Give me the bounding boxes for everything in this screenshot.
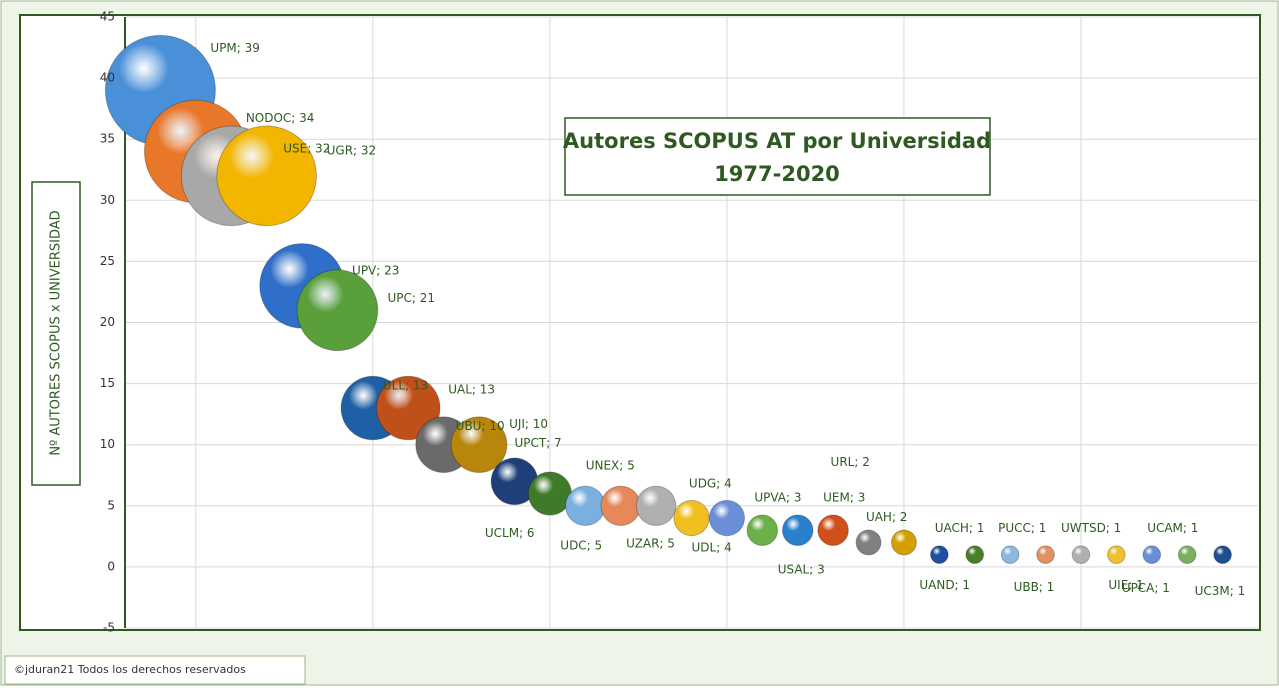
bubble <box>855 529 882 556</box>
y-tick-label: 20 <box>100 315 115 329</box>
bubble <box>1036 545 1055 564</box>
data-label: UGR; 32 <box>327 143 377 157</box>
bubble <box>673 499 710 537</box>
y-tick-label: -5 <box>103 621 115 635</box>
y-axis-label: Nº AUTORES SCOPUS x UNIVERSIDAD <box>49 210 64 455</box>
data-label: UAL; 13 <box>448 383 495 397</box>
data-label: UACH; 1 <box>935 521 985 535</box>
y-tick-label: 35 <box>100 132 115 146</box>
y-tick-label: 45 <box>100 10 115 24</box>
chart-title: Autores SCOPUS AT por Universidad <box>563 129 991 153</box>
title-box <box>564 117 991 196</box>
bubble <box>600 485 641 526</box>
data-label: UPV; 23 <box>352 263 399 277</box>
bubble <box>565 485 606 526</box>
bubble <box>930 545 949 564</box>
bubble <box>817 514 849 546</box>
data-label: USAL; 3 <box>778 563 825 577</box>
data-label: UEM; 3 <box>823 491 865 505</box>
data-label: UC3M; 1 <box>1195 584 1246 598</box>
data-label: UBU; 10 <box>456 419 505 433</box>
data-label: ULL; 13 <box>383 379 428 393</box>
y-tick-label: 10 <box>100 437 115 451</box>
bubble <box>708 499 746 537</box>
y-label-box <box>31 181 81 486</box>
chart-subtitle: 1977-2020 <box>714 162 840 186</box>
data-label: UCAM; 1 <box>1147 521 1198 535</box>
data-label: UPM; 39 <box>210 41 260 55</box>
data-label: UBB; 1 <box>1014 580 1055 594</box>
data-label: UAND; 1 <box>919 578 970 592</box>
bubble <box>965 545 985 564</box>
data-label: UPCT; 7 <box>514 436 561 450</box>
bubble <box>1177 545 1197 564</box>
copyright: ©jduran21 Todos los derechos reservados <box>14 663 246 676</box>
data-label: USE; 32 <box>283 141 330 155</box>
y-tick-label: 5 <box>107 498 115 512</box>
data-label: PUCC; 1 <box>998 521 1046 535</box>
y-tick-label: 0 <box>107 559 115 573</box>
bubble <box>890 529 917 556</box>
bubble <box>375 375 441 441</box>
bubble <box>450 416 508 474</box>
bubble <box>1107 545 1126 564</box>
data-label: UWTSD; 1 <box>1061 521 1121 535</box>
copyright-box <box>4 655 306 685</box>
data-label: UZAR; 5 <box>626 536 675 550</box>
bubble <box>781 514 814 546</box>
bubble <box>1142 545 1162 564</box>
y-tick-label: 30 <box>100 193 115 207</box>
data-label: URL; 2 <box>831 455 870 469</box>
data-label: UIE; 1 <box>1108 578 1143 592</box>
data-label: NODOC; 34 <box>246 111 315 125</box>
bubble <box>635 485 677 526</box>
data-label: UJI; 10 <box>509 417 548 431</box>
bubble <box>1000 545 1020 564</box>
bubble <box>527 471 572 516</box>
data-label: UPC; 21 <box>387 291 435 305</box>
data-label: UNEX; 5 <box>586 458 635 472</box>
y-tick-label: 15 <box>100 376 115 390</box>
data-label: UAH; 2 <box>866 510 908 524</box>
data-label: UPCA; 1 <box>1122 581 1170 595</box>
data-label: UPVA; 3 <box>754 491 801 505</box>
bubble <box>746 514 779 546</box>
data-label: UDL; 4 <box>692 541 732 555</box>
y-tick-label: 25 <box>100 254 115 268</box>
bubble <box>1071 545 1091 564</box>
data-label: UDG; 4 <box>689 477 732 491</box>
data-label: UCLM; 6 <box>485 526 535 540</box>
y-tick-label: 40 <box>100 71 115 85</box>
bubble <box>296 269 379 352</box>
bubble <box>216 125 317 227</box>
bubble <box>1213 545 1232 564</box>
data-label: UDC; 5 <box>560 538 602 552</box>
